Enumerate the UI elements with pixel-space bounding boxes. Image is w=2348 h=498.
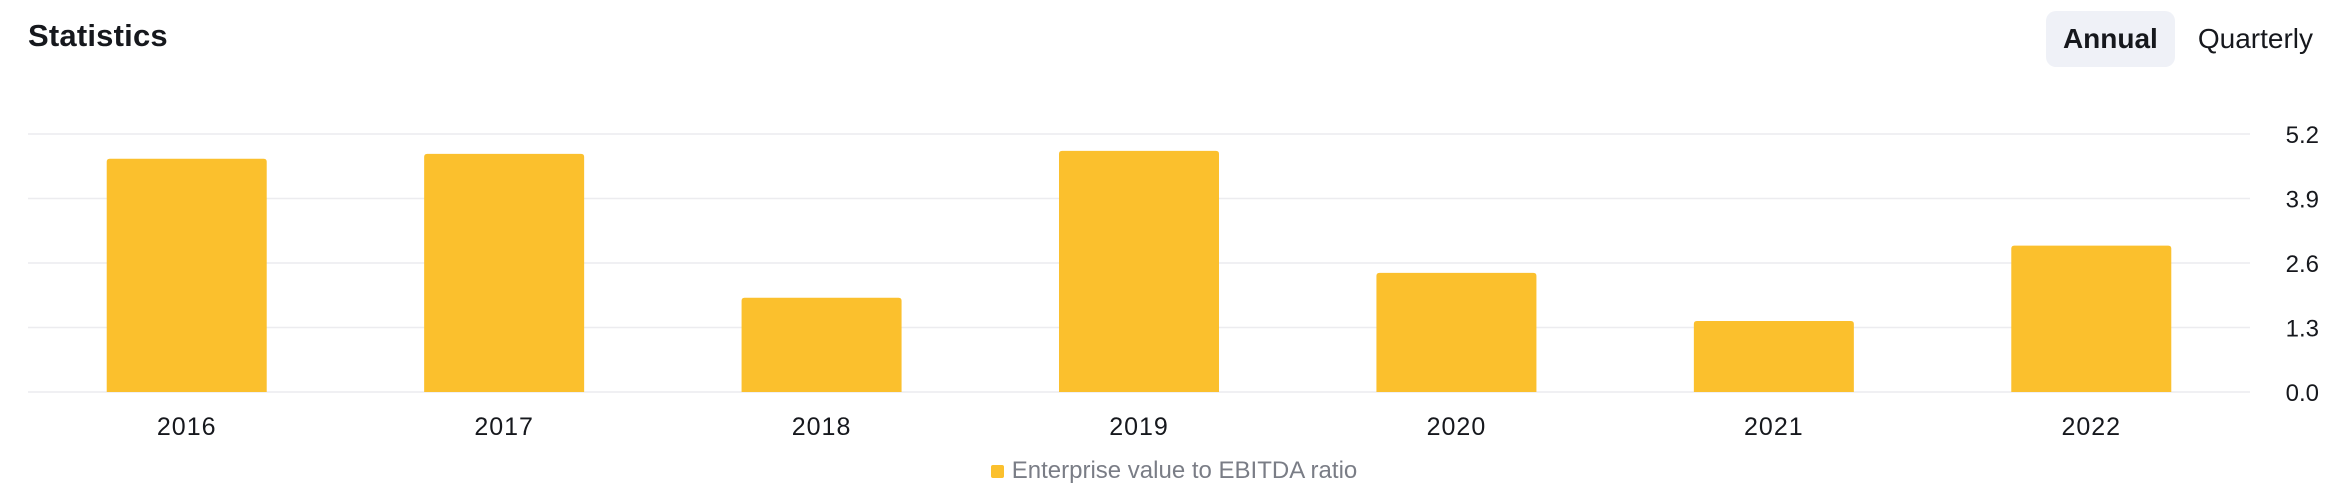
x-tick-label: 2018 [792,413,852,441]
x-tick-label: 2020 [1427,413,1487,441]
bar-2017[interactable] [424,153,585,392]
x-tick-label: 2017 [474,413,534,441]
bar-2018[interactable] [741,297,902,392]
y-tick-label: 5.2 [2286,122,2319,149]
legend-swatch [990,464,1004,478]
y-tick-label: 3.9 [2286,187,2319,214]
x-tick-label: 2019 [1109,413,1169,441]
x-axis-labels: 2016 2017 2018 2019 2020 2021 2022 [157,413,2121,441]
bar-2019[interactable] [1059,150,1219,392]
y-tick-label: 1.3 [2286,316,2319,343]
x-tick-label: 2021 [1744,413,1804,441]
annual-button[interactable]: Annual [2045,11,2175,67]
y-axis-labels: 0.0 1.3 2.6 3.9 5.2 [2286,122,2319,407]
x-tick-label: 2022 [2061,413,2121,441]
quarterly-button[interactable]: Quarterly [2197,23,2313,54]
x-tick-label: 2016 [157,413,217,441]
period-toggle: Annual Quarterly [2045,11,2330,67]
bar-2016[interactable] [106,158,267,392]
bar-2022[interactable] [2011,245,2172,392]
bar-2020[interactable] [1376,272,1537,392]
y-tick-label: 0.0 [2286,380,2319,407]
y-tick-label: 2.6 [2286,251,2319,278]
legend-label: Enterprise value to EBITDA ratio [1011,457,1358,484]
legend: Enterprise value to EBITDA ratio [0,456,2348,486]
bar-2021[interactable] [1693,321,1854,392]
bars [106,150,2172,392]
page-title: Statistics [28,18,168,53]
